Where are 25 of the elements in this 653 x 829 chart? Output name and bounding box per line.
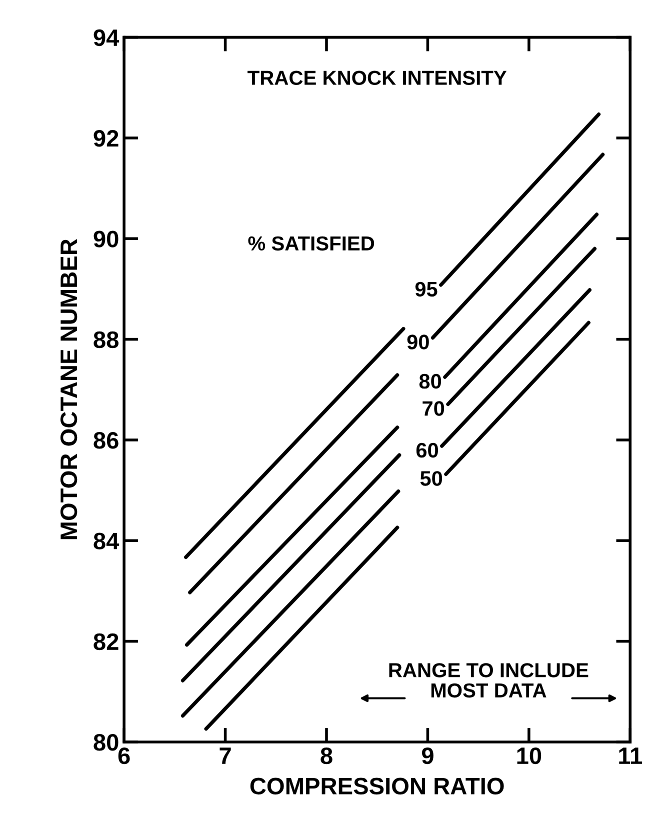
y-tick-label: 80 <box>94 734 118 751</box>
x-tick-label: 9 <box>422 747 434 764</box>
y-tick-label: 84 <box>94 532 120 550</box>
annotation: TRACE KNOCK INTENSITY <box>248 70 507 85</box>
x-tick-label: 8 <box>320 747 332 764</box>
series-label: 90 <box>407 334 429 350</box>
y-tick-label: 94 <box>94 29 120 46</box>
x-axis-title: COMPRESSION RATIO <box>250 778 504 795</box>
x-tick-label: 7 <box>220 748 231 764</box>
y-tick-label: 90 <box>94 230 118 248</box>
x-tick-label: 11 <box>619 748 642 764</box>
series-label: 60 <box>416 442 438 458</box>
series-label: 70 <box>422 401 444 416</box>
annotation: RANGE TO INCLUDE MOST DATA <box>389 663 588 698</box>
series-label: 50 <box>420 471 442 486</box>
annotation: % SATISFIED <box>248 236 374 251</box>
y-tick-label: 86 <box>94 432 118 449</box>
y-axis-title: MOTOR OCTANE NUMBER <box>60 239 78 540</box>
series-label: 95 <box>415 282 438 297</box>
x-tick-label: 6 <box>118 747 130 764</box>
series-label: 80 <box>419 374 442 389</box>
x-tick-label: 10 <box>517 747 542 764</box>
y-tick-label: 92 <box>94 130 118 147</box>
y-tick-label: 88 <box>94 331 118 348</box>
y-tick-label: 82 <box>94 633 118 650</box>
